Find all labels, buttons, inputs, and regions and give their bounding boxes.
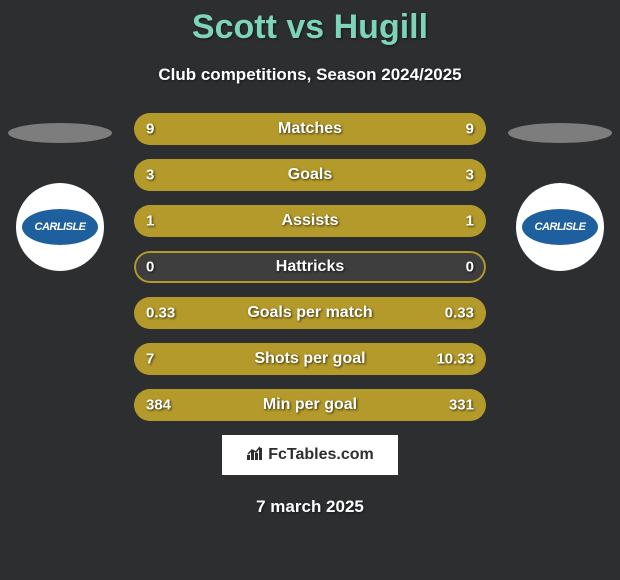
team-right-logo-block: CARLISLE bbox=[508, 123, 612, 271]
footer-brand-text: FcTables.com bbox=[268, 446, 374, 464]
ellipse-shadow-left bbox=[8, 123, 112, 143]
chart-icon bbox=[246, 445, 264, 466]
date-text: 7 march 2025 bbox=[0, 497, 620, 517]
stat-value-left: 384 bbox=[146, 397, 171, 414]
stat-value-right: 0 bbox=[466, 259, 474, 276]
stat-label: Assists bbox=[282, 212, 339, 230]
stat-value-right: 9 bbox=[466, 121, 474, 138]
stat-label: Min per goal bbox=[263, 396, 357, 414]
stat-value-left: 0 bbox=[146, 259, 154, 276]
team-left-badge: CARLISLE bbox=[16, 183, 104, 271]
stat-value-left: 9 bbox=[146, 121, 154, 138]
team-left-logo-block: CARLISLE bbox=[8, 123, 112, 271]
stat-row: 1 Assists 1 bbox=[134, 205, 486, 237]
stat-row: 0.33 Goals per match 0.33 bbox=[134, 297, 486, 329]
stat-row: 9 Matches 9 bbox=[134, 113, 486, 145]
stats-block: 9 Matches 9 3 Goals 3 1 Assists 1 0 Hattricks 0 0.33… bbox=[134, 113, 486, 421]
stat-value-right: 331 bbox=[449, 397, 474, 414]
stat-value-right: 3 bbox=[466, 167, 474, 184]
stat-row: 384 Min per goal 331 bbox=[134, 389, 486, 421]
stat-value-left: 0.33 bbox=[146, 305, 175, 322]
stat-value-left: 3 bbox=[146, 167, 154, 184]
stat-row: 7 Shots per goal 10.33 bbox=[134, 343, 486, 375]
team-right-badge-label: CARLISLE bbox=[522, 209, 598, 245]
stat-label: Shots per goal bbox=[254, 350, 365, 368]
page-title: Scott vs Hugill bbox=[0, 8, 620, 47]
footer-brand-logo: FcTables.com bbox=[222, 435, 398, 475]
stat-label: Goals bbox=[288, 166, 332, 184]
main-comparison-area: CARLISLE CARLISLE 9 Matches 9 3 Goals 3 1 Assis… bbox=[0, 113, 620, 421]
stat-value-right: 0.33 bbox=[445, 305, 474, 322]
stat-bar-right bbox=[310, 159, 486, 191]
ellipse-shadow-right bbox=[508, 123, 612, 143]
stat-label: Goals per match bbox=[247, 304, 372, 322]
stat-value-left: 7 bbox=[146, 351, 154, 368]
stat-value-left: 1 bbox=[146, 213, 154, 230]
stat-bar-left bbox=[134, 159, 310, 191]
stat-value-right: 10.33 bbox=[436, 351, 474, 368]
stat-label: Matches bbox=[278, 120, 342, 138]
team-right-badge: CARLISLE bbox=[516, 183, 604, 271]
stat-row: 0 Hattricks 0 bbox=[134, 251, 486, 283]
stat-row: 3 Goals 3 bbox=[134, 159, 486, 191]
stat-value-right: 1 bbox=[466, 213, 474, 230]
comparison-container: Scott vs Hugill Club competitions, Seaso… bbox=[0, 0, 620, 580]
stat-label: Hattricks bbox=[276, 258, 344, 276]
team-left-badge-label: CARLISLE bbox=[22, 209, 98, 245]
subtitle: Club competitions, Season 2024/2025 bbox=[0, 65, 620, 85]
